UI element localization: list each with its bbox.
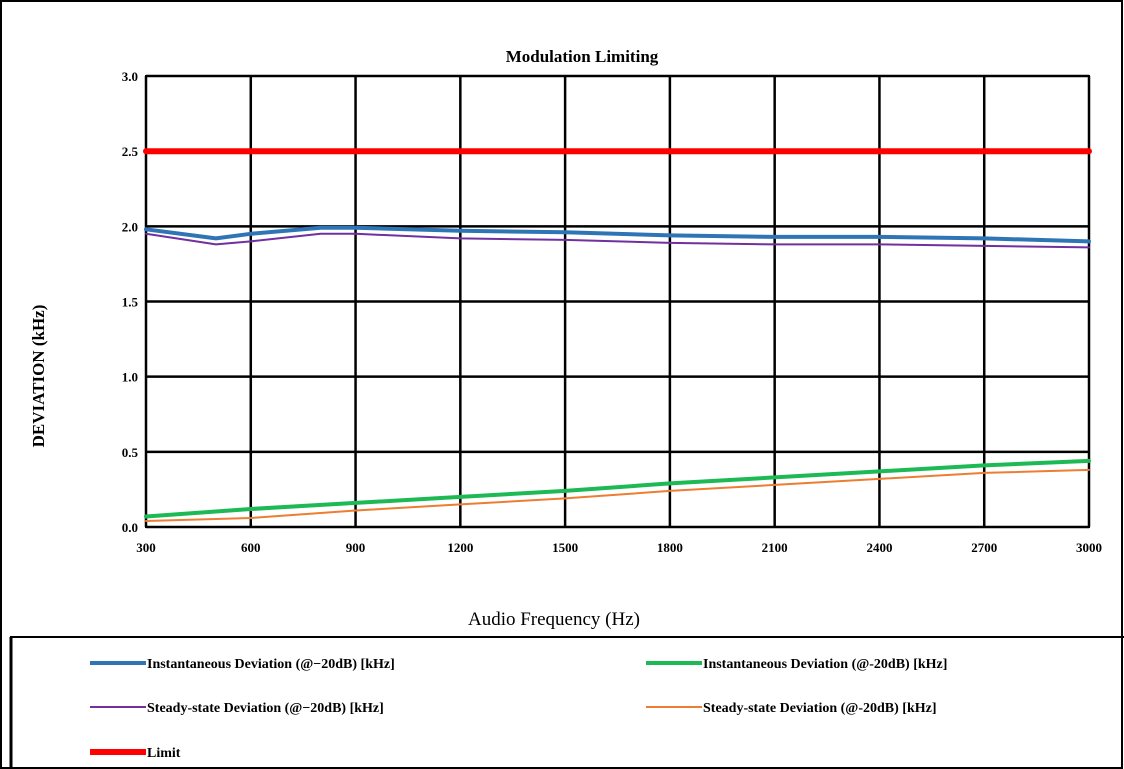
y-axis-label: DEVIATION (kHz)	[29, 305, 48, 448]
x-tick-label: 600	[241, 540, 261, 555]
x-tick-label: 2400	[866, 540, 892, 555]
legend-label: Steady-state Deviation (@−20dB) [kHz]	[147, 701, 384, 716]
legend-label: Instantaneous Deviation (@−20dB) [kHz]	[147, 657, 395, 672]
y-tick-label: 2.5	[122, 144, 139, 159]
legend-label: Instantaneous Deviation (@-20dB) [kHz]	[703, 657, 947, 672]
x-tick-label: 1200	[447, 540, 473, 555]
y-tick-label: 0.0	[122, 520, 138, 535]
x-tick-label: 1500	[552, 540, 578, 555]
y-tick-label: 3.0	[122, 69, 138, 84]
y-tick-label: 2.0	[122, 219, 138, 234]
y-tick-label: 1.0	[122, 370, 138, 385]
x-tick-label: 900	[346, 540, 366, 555]
chart-title: Modulation Limiting	[506, 47, 659, 66]
y-tick-label: 1.5	[122, 295, 139, 310]
legend-label: Limit	[147, 746, 181, 761]
x-tick-label: 1800	[657, 540, 683, 555]
x-tick-label: 3000	[1076, 540, 1102, 555]
x-tick-label: 2100	[762, 540, 788, 555]
y-tick-label: 0.5	[122, 445, 139, 460]
x-tick-label: 300	[136, 540, 156, 555]
x-tick-label: 2700	[971, 540, 997, 555]
x-axis-label: Audio Frequency (Hz)	[468, 609, 640, 630]
legend-label: Steady-state Deviation (@-20dB) [kHz]	[703, 701, 937, 716]
